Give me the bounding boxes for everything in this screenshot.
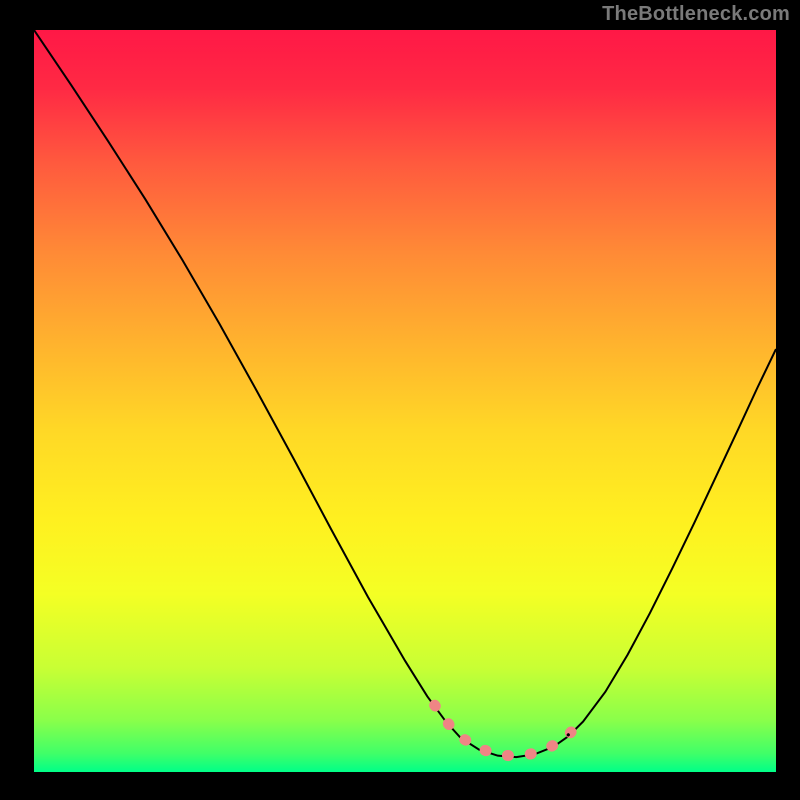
chart-frame: TheBottleneck.com (0, 0, 800, 800)
plot-background-gradient (34, 30, 776, 772)
plot-area (34, 30, 776, 772)
watermark-text: TheBottleneck.com (602, 3, 790, 26)
